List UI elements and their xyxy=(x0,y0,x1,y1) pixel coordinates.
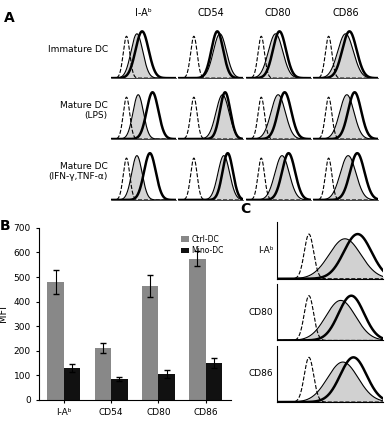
Text: Immature DC: Immature DC xyxy=(48,45,108,54)
Bar xyxy=(206,363,222,400)
Bar xyxy=(95,348,111,400)
Text: B: B xyxy=(0,219,11,233)
Text: C: C xyxy=(241,202,251,216)
Text: A: A xyxy=(4,11,15,25)
Bar xyxy=(142,286,158,400)
Text: Mature DC
(LPS): Mature DC (LPS) xyxy=(60,101,108,120)
Bar xyxy=(111,379,128,400)
Bar xyxy=(189,258,206,400)
Bar xyxy=(64,368,80,400)
Text: Mature DC
(IFN-γ,TNF-α): Mature DC (IFN-γ,TNF-α) xyxy=(49,162,108,181)
Text: CD54: CD54 xyxy=(198,8,224,18)
Text: I-Aᵇ: I-Aᵇ xyxy=(135,8,152,18)
Y-axis label: MFI: MFI xyxy=(0,305,8,322)
Text: CD86: CD86 xyxy=(332,8,359,18)
Bar xyxy=(158,374,175,400)
Text: CD80: CD80 xyxy=(249,308,273,316)
Legend: Ctrl-DC, Mino-DC: Ctrl-DC, Mino-DC xyxy=(178,232,227,258)
Text: I-Aᵇ: I-Aᵇ xyxy=(258,246,273,255)
Bar xyxy=(47,282,64,400)
Text: CD80: CD80 xyxy=(265,8,291,18)
Text: CD86: CD86 xyxy=(249,369,273,378)
